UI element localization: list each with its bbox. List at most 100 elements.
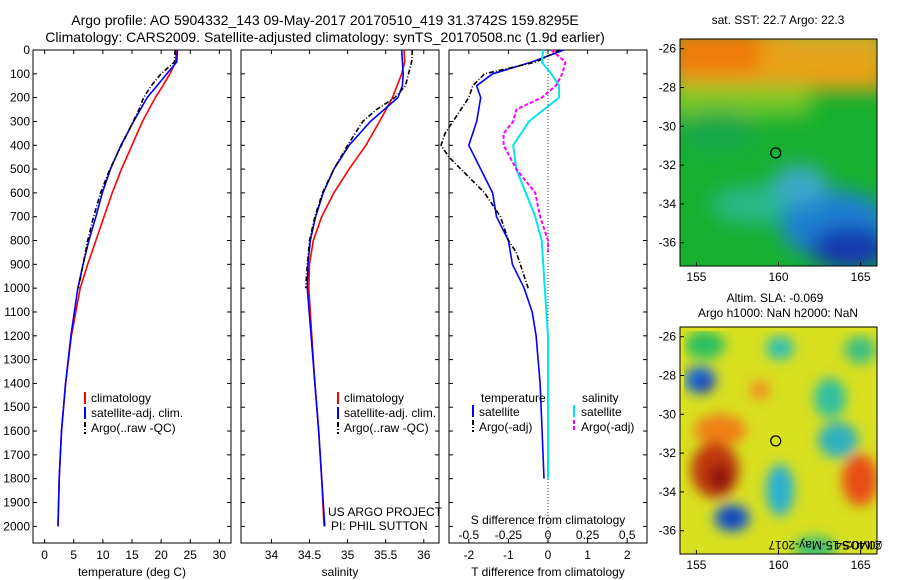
y-tick-label: 0 <box>23 43 30 57</box>
series-line-temperature-satellite <box>467 49 565 479</box>
y-tick-label: 1200 <box>3 329 30 343</box>
temperature-axes-frame <box>32 49 232 544</box>
map-y-tick-label: -34 <box>659 197 677 211</box>
y-tick-label: 1700 <box>3 448 30 462</box>
x-tick-label-salinity: 0 <box>545 528 552 542</box>
map-y-tick-label: -36 <box>659 236 677 250</box>
sla-map-title: Altim. SLA: -0.069 <box>727 291 824 305</box>
y-tick-label: 1100 <box>4 305 30 319</box>
y-tick-label: 1400 <box>3 376 30 390</box>
y-tick-label: 1000 <box>3 281 30 295</box>
figure-title-line1: Argo profile: AO 5904332_143 09-May-2017… <box>71 12 579 28</box>
map-x-tick-label: 160 <box>768 558 788 572</box>
t-difference-xlabel: T difference from climatology <box>471 565 625 579</box>
x-tick-label-salinity: 0.25 <box>576 528 600 542</box>
sla-map-panel: Altim. SLA: -0.069 Argo h1000: NaN h2000… <box>659 291 878 572</box>
legend-label-climatology: climatology <box>344 391 404 405</box>
salinity-axes-frame <box>240 49 440 544</box>
sst-map-panel: sat. SST: 22.7 Argo: 22.3 155 160 165 -26 -2… <box>659 13 878 284</box>
sla-map-subtitle: Argo h1000: NaN h2000: NaN <box>698 306 858 320</box>
x-tick-label: -2 <box>463 548 474 562</box>
figure-title-line2: Climatology: CARS2009. Satellite-adjuste… <box>45 29 605 45</box>
y-tick-label: 300 <box>10 114 30 128</box>
series-line-salinity-argo-adj <box>502 49 567 253</box>
salinity-legend: climatology satellite-adj. clim. Argo(..… <box>328 391 443 533</box>
map-y-tick-label: -26 <box>659 42 677 56</box>
difference-panel: -2 -1 0 1 2 -0.5 -0.25 0 0.25 0.5 T difference fr… <box>440 49 648 579</box>
map-x-tick-label: 165 <box>851 558 871 572</box>
y-tick-label: 1600 <box>3 424 30 438</box>
map-y-tick-label: -34 <box>659 485 677 499</box>
y-tick-label: 800 <box>10 234 30 248</box>
legend-label-satellite: satellite-adj. clim. <box>344 406 436 420</box>
map-y-tick-label: -28 <box>659 369 677 383</box>
sst-field <box>680 39 877 266</box>
y-tick-label: 400 <box>10 138 30 152</box>
y-tick-label: 100 <box>10 67 30 81</box>
x-tick-label: 0 <box>41 548 48 562</box>
x-tick-label-salinity: 0.5 <box>619 528 636 542</box>
x-tick-label: -1 <box>503 548 514 562</box>
argo-location-marker <box>770 435 782 447</box>
x-tick-label: 35 <box>341 548 355 562</box>
y-tick-label: 600 <box>10 186 30 200</box>
map-y-tick-label: -32 <box>659 446 677 460</box>
x-tick-label: 15 <box>125 548 139 562</box>
legend-label-s-satellite: satellite <box>581 405 622 419</box>
series-line-argo-raw-qc <box>77 49 176 289</box>
salinity-panel: 34 34.5 35 35.5 36 salinity <box>240 49 440 579</box>
map-y-tick-label: -32 <box>659 158 677 172</box>
map-x-tick-label: 165 <box>851 270 871 284</box>
legend-label-argo: Argo(..raw -QC) <box>344 421 429 435</box>
x-tick-label: 0 <box>545 548 552 562</box>
legend-label-t-satellite: satellite <box>479 405 520 419</box>
legend-label-satellite: satellite-adj. clim. <box>91 406 183 420</box>
map-y-tick-label: -30 <box>659 119 677 133</box>
y-tick-label: 2000 <box>3 519 30 533</box>
series-line-temperature-argo-adj <box>440 49 561 289</box>
x-tick-label: 34 <box>265 548 279 562</box>
map-y-tick-label: -36 <box>659 524 677 538</box>
x-tick-label: 2 <box>624 548 631 562</box>
x-tick-label-salinity: -0.25 <box>495 528 523 542</box>
project-annotation: US ARGO PROJECT <box>328 505 443 519</box>
y-tick-label: 500 <box>10 162 30 176</box>
x-tick-label-salinity: -0.5 <box>458 528 479 542</box>
y-tick-label: 1300 <box>3 353 30 367</box>
argo-location-marker <box>770 147 782 159</box>
map-x-tick-label: 155 <box>686 270 706 284</box>
series-line-satellite-adj-clim <box>306 49 405 527</box>
legend-label-s-argo: Argo(-adj) <box>581 420 634 434</box>
x-tick-label: 36 <box>417 548 431 562</box>
legend-header-salinity: salinity <box>582 391 619 405</box>
x-tick-label: 5 <box>70 548 77 562</box>
x-tick-label: 10 <box>96 548 110 562</box>
map-y-tick-label: -26 <box>659 330 677 344</box>
legend-label-argo: Argo(..raw -QC) <box>91 421 176 435</box>
s-difference-xlabel: S difference from climatology <box>471 513 626 527</box>
x-tick-label: 30 <box>213 548 227 562</box>
y-tick-label: 200 <box>10 91 30 105</box>
sst-map-title: sat. SST: 22.7 Argo: 22.3 <box>712 13 845 27</box>
map-x-tick-label: 155 <box>686 558 706 572</box>
legend-label-t-argo: Argo(-adj) <box>479 420 532 434</box>
legend-header-temperature: temperature <box>481 391 546 405</box>
y-tick-label: 1500 <box>3 400 30 414</box>
y-tick-label: 700 <box>10 210 30 224</box>
y-tick-label: 900 <box>10 257 30 271</box>
series-line-salinity-satellite <box>512 49 561 479</box>
x-tick-label: 20 <box>154 548 168 562</box>
x-tick-label: 1 <box>584 548 591 562</box>
temperature-legend: climatology satellite-adj. clim. Argo(..… <box>84 391 183 435</box>
x-tick-label: 35.5 <box>374 548 398 562</box>
map-y-tick-label: -28 <box>659 81 677 95</box>
y-tick-label: 1800 <box>3 472 30 486</box>
y-tick-label: 1900 <box>3 496 30 510</box>
x-tick-label: 25 <box>184 548 198 562</box>
temperature-xlabel: temperature (deg C) <box>78 565 186 579</box>
map-x-tick-label: 160 <box>768 270 788 284</box>
legend-label-climatology: climatology <box>91 391 151 405</box>
pi-annotation: PI: PHIL SUTTON <box>331 519 428 533</box>
difference-legend: temperature salinity satellite Argo(-adj… <box>472 391 634 434</box>
